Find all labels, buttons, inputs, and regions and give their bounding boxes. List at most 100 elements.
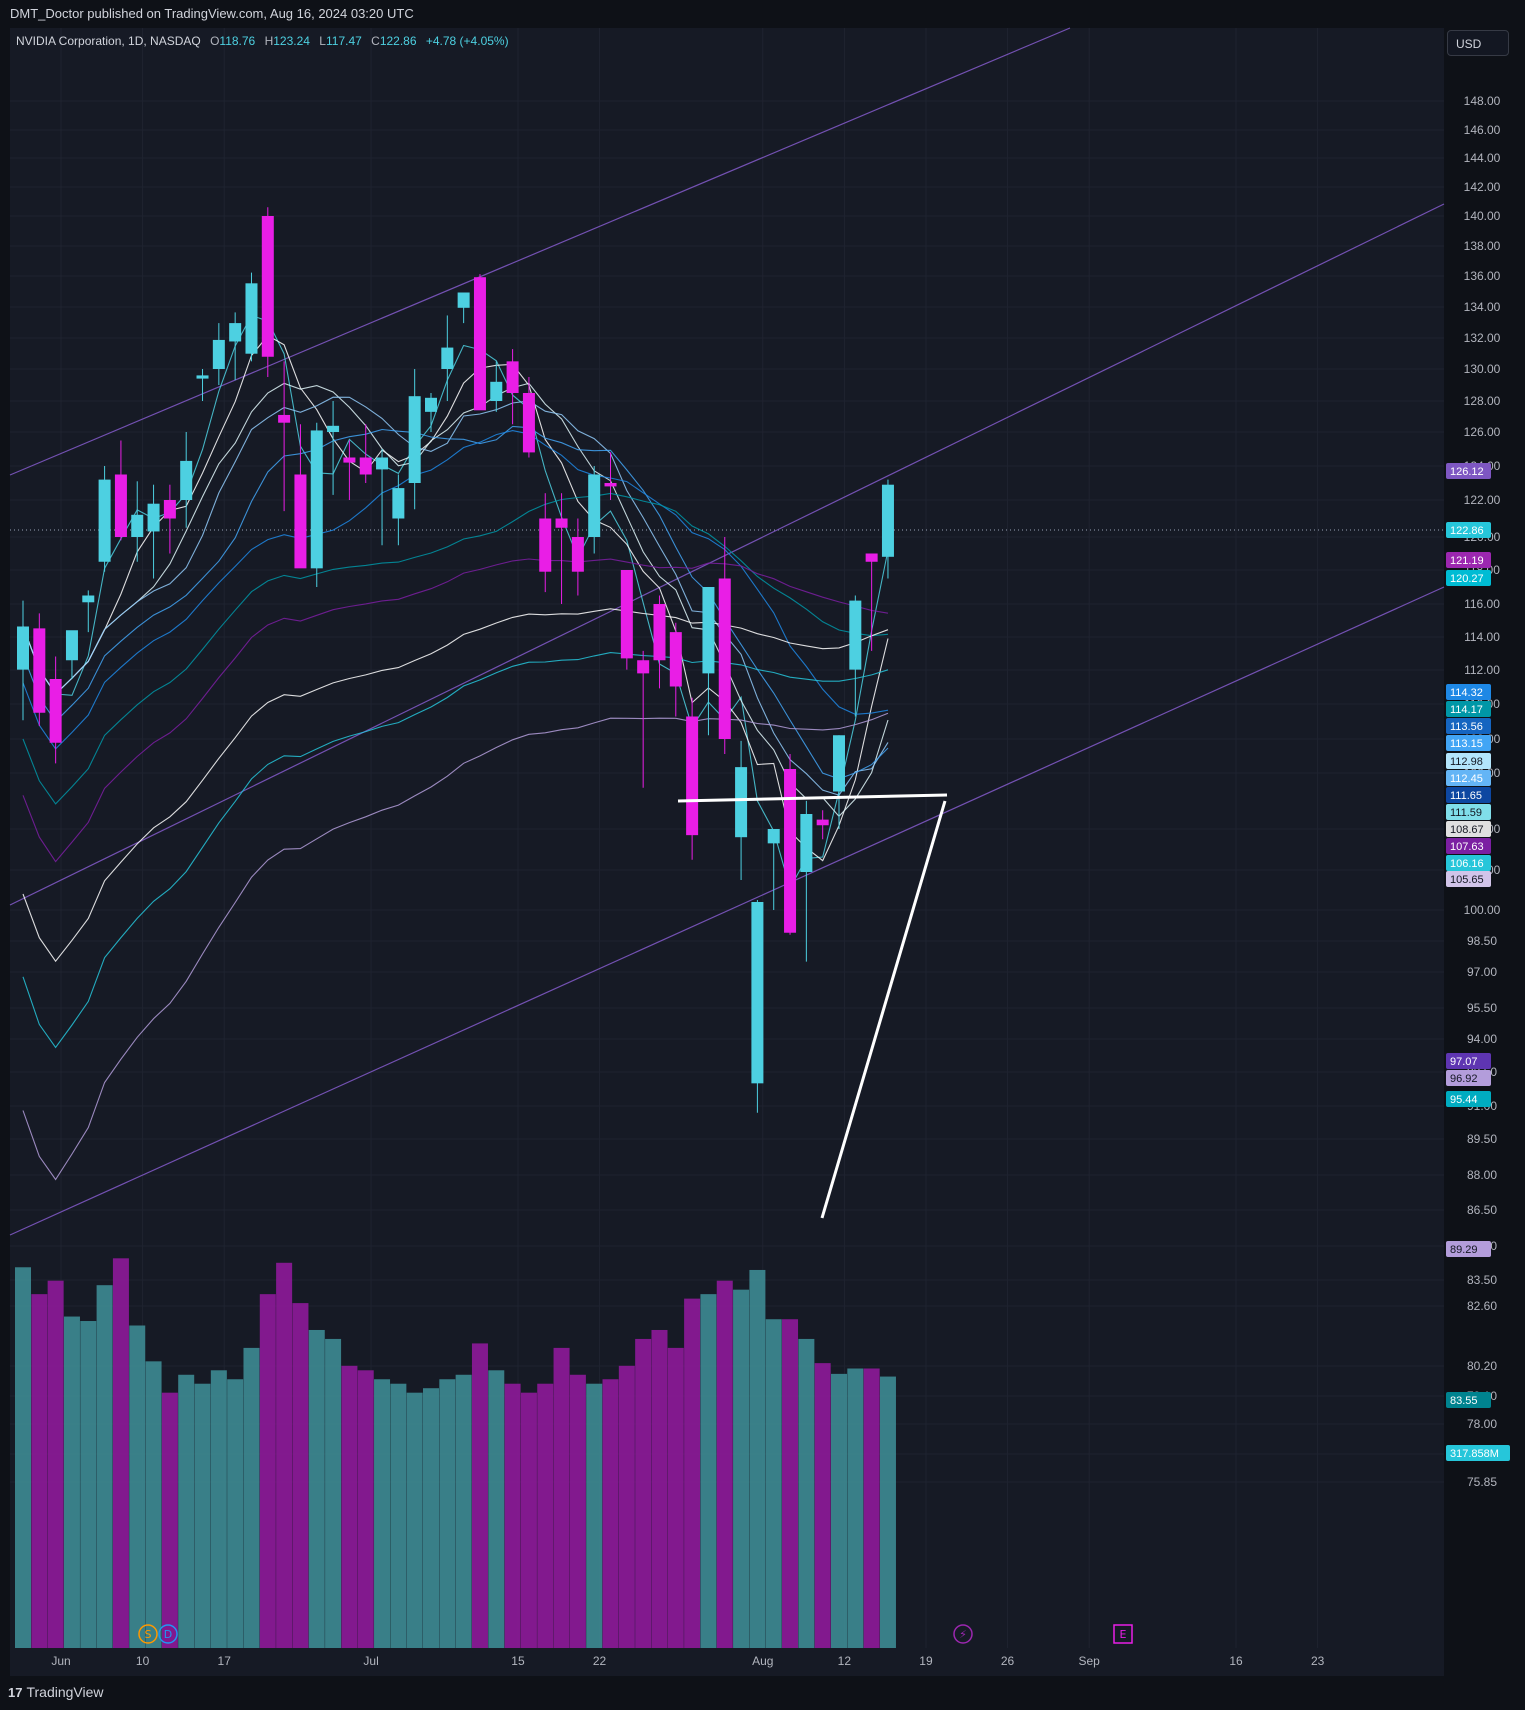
volume-bar	[602, 1379, 619, 1648]
event-marker-text: E	[1120, 1628, 1127, 1641]
volume-bar	[814, 1363, 831, 1648]
volume-bar	[406, 1392, 423, 1648]
currency-button[interactable]: USD	[1447, 30, 1509, 56]
candle-body	[784, 769, 797, 933]
candle-body	[539, 518, 552, 572]
price-tick-label: 142.00	[1464, 180, 1501, 194]
price-labels: 126.12 122.86 121.19 120.27 114.32 114.17 113.…	[1446, 463, 1510, 1461]
price-label-text: 120.27	[1450, 573, 1484, 585]
candle-body	[294, 474, 307, 569]
candle-body	[833, 735, 845, 792]
volume-bar	[798, 1338, 815, 1648]
price-label-text: 106.16	[1450, 858, 1484, 870]
high-value: 123.24	[273, 34, 310, 48]
price-tick-label: 97.00	[1467, 965, 1497, 979]
low-label: L	[319, 34, 326, 48]
price-tick-label: 75.85	[1467, 1475, 1497, 1489]
price-label-text: 121.19	[1450, 555, 1484, 567]
price-label-text: 126.12	[1450, 466, 1484, 478]
time-tick-label: 23	[1311, 1654, 1325, 1668]
volume-bar	[63, 1316, 80, 1648]
price-label-text: 112.45	[1450, 773, 1483, 785]
price-tick-label: 126.00	[1464, 425, 1501, 439]
close-label: C	[371, 34, 380, 48]
channel-line	[9, 203, 1445, 906]
time-tick-label: 22	[593, 1654, 607, 1668]
price-label-text: 112.98	[1450, 756, 1483, 768]
price-label-box	[1446, 871, 1491, 887]
symbol-name: NVIDIA Corporation, 1D, NASDAQ	[16, 34, 201, 48]
volume-bar	[455, 1374, 472, 1648]
price-tick-label: 112.00	[1464, 663, 1500, 677]
candle-body	[17, 626, 29, 670]
price-tick-label: 95.50	[1467, 1001, 1497, 1015]
earnings-marker-icon	[1113, 1624, 1133, 1644]
time-tick-label: 15	[511, 1654, 525, 1668]
volume-bar	[553, 1347, 570, 1648]
trend-channels	[9, 27, 1445, 1236]
candle-body	[441, 347, 454, 369]
candle-body	[718, 578, 731, 739]
candle-body	[571, 537, 584, 572]
moving-average-line	[22, 382, 889, 818]
price-label-text: 114.17	[1450, 704, 1483, 716]
moving-average-line	[22, 492, 889, 805]
volume-bar	[423, 1388, 439, 1648]
candle-body	[816, 819, 829, 826]
volume-bar	[733, 1289, 750, 1648]
price-label-box	[1446, 552, 1491, 568]
candle-body	[588, 474, 601, 537]
time-tick-label: Sep	[1078, 1654, 1100, 1668]
price-label-box	[1446, 1070, 1491, 1086]
volume-bars	[15, 1258, 896, 1648]
candle-body	[735, 767, 748, 838]
volume-bar	[161, 1392, 178, 1648]
candle-body	[425, 397, 437, 412]
volume-bar	[178, 1374, 195, 1648]
price-label-box	[1446, 804, 1491, 820]
price-tick-label: 130.00	[1464, 362, 1501, 376]
trendline-drawing	[820, 800, 947, 1219]
volume-bar	[390, 1383, 407, 1648]
candle-body	[212, 339, 225, 369]
volume-bar	[471, 1343, 488, 1648]
candle-body	[473, 277, 486, 411]
channel-line	[9, 27, 1071, 476]
event-marker-icon	[953, 1624, 973, 1644]
candle-body	[800, 814, 813, 872]
candle-body	[229, 323, 242, 342]
price-tick-label: 94.00	[1467, 1032, 1497, 1046]
candle-body	[98, 479, 111, 562]
price-label-text: 107.63	[1450, 841, 1484, 853]
time-ticks: Jun 10 17 Jul 15 22 Aug 12 19 26 Sep 16 23	[51, 1654, 1324, 1668]
price-label-box	[1446, 787, 1491, 803]
volume-bar	[782, 1319, 799, 1648]
price-tick-label: 89.50	[1467, 1132, 1497, 1146]
price-label-box	[1446, 684, 1491, 700]
price-label-text: 97.07	[1450, 1056, 1478, 1068]
candle-body	[865, 553, 878, 562]
price-label-box	[1446, 1241, 1491, 1257]
price-label-text: 105.65	[1450, 874, 1484, 886]
time-tick-label: 10	[136, 1654, 150, 1668]
price-label-box	[1446, 570, 1491, 586]
volume-bar	[749, 1269, 766, 1648]
moving-average-line	[22, 425, 889, 780]
candle-body	[653, 604, 666, 661]
volume-bar	[210, 1370, 227, 1648]
volume-bar	[879, 1376, 896, 1648]
event-marker-text: S	[145, 1628, 152, 1641]
volume-bar	[243, 1347, 260, 1648]
candle-body	[65, 630, 78, 661]
volume-bar	[227, 1379, 244, 1648]
candle-body	[327, 425, 340, 432]
price-tick-label: 86.50	[1467, 1203, 1497, 1217]
volume-bar	[700, 1294, 717, 1648]
moving-average-line	[22, 652, 889, 1049]
price-label-text: 114.32	[1450, 687, 1483, 699]
price-tick-label: 148.00	[1464, 94, 1501, 108]
moving-average-line	[22, 430, 889, 750]
volume-bar	[129, 1325, 146, 1648]
volume-bar	[618, 1365, 635, 1648]
